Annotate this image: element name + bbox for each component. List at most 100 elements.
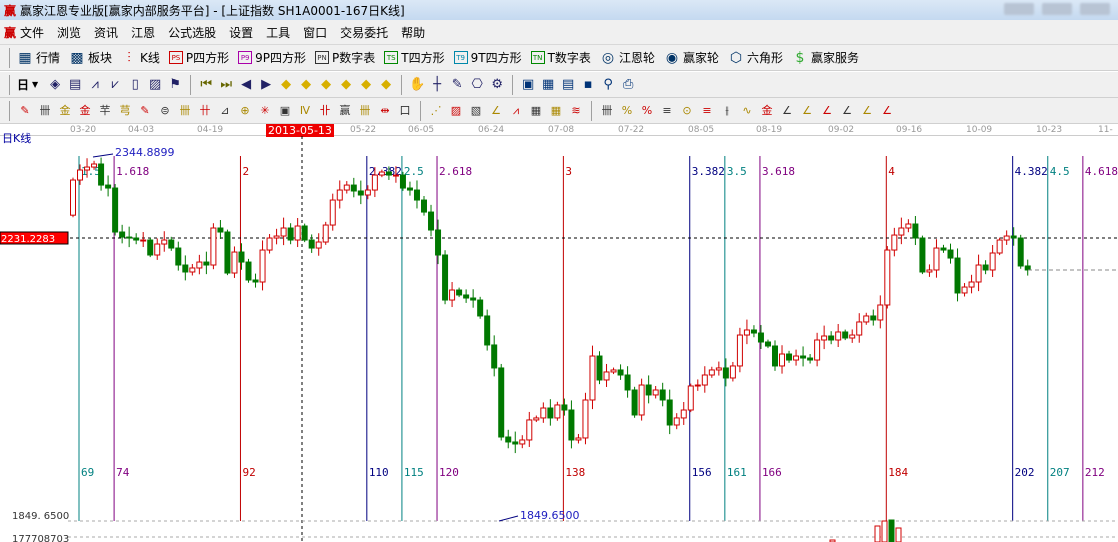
toolbar-button-5[interactable]: PN P数字表 [315, 49, 375, 66]
percent-levels-icon[interactable]: ≡ [662, 103, 672, 117]
network-icon[interactable]: ⚲ [603, 76, 613, 92]
target-icon[interactable]: ⊕ [240, 103, 250, 117]
last-bar-icon[interactable]: ⏭ [220, 76, 233, 92]
j-angle-icon[interactable]: ∠ [782, 103, 792, 117]
maximize-button[interactable] [1042, 3, 1072, 15]
arc-icon[interactable]: Ⅳ [299, 103, 311, 117]
zoom-expand-icon[interactable]: ◆ [361, 76, 372, 92]
menu-2[interactable]: 资讯 [94, 25, 119, 40]
crosshair-icon[interactable]: ┼ [433, 76, 442, 92]
count-icon[interactable]: 卌 [359, 103, 371, 117]
calendar-icon[interactable]: ▣ [522, 76, 535, 92]
win-angle-icon[interactable]: ∠ [862, 103, 872, 117]
zoom-left-icon[interactable]: ◆ [281, 76, 292, 92]
zoom-right-icon[interactable]: ◆ [301, 76, 312, 92]
line-icon[interactable]: 卝 [319, 103, 331, 117]
first-bar-icon[interactable]: ⏮ [200, 76, 213, 92]
angle-icon[interactable]: ⊿ [220, 103, 230, 117]
toolbar-button-11[interactable]: ⬡ 六角形 [728, 49, 783, 66]
hand-icon[interactable]: ✋ [409, 76, 426, 92]
square-icon[interactable]: ▨ [450, 103, 462, 117]
fan-icon[interactable]: ⋰ [430, 103, 442, 117]
star-icon[interactable]: ✳ [260, 103, 270, 117]
draw-icon[interactable]: ✎ [451, 76, 463, 92]
rect-icon[interactable]: 口 [399, 103, 411, 117]
kline-chart[interactable]: 1.5691.618742922.3821102.51152.618120313… [0, 136, 1118, 542]
shen-angle-icon[interactable]: ∠ [842, 103, 852, 117]
n2-icon[interactable]: 卄 [199, 103, 211, 117]
spiral-icon[interactable]: 芎 [119, 103, 131, 117]
menu-1[interactable]: 浏览 [57, 25, 82, 40]
report-icon[interactable]: ▤ [562, 76, 575, 92]
menu-3[interactable]: 江恩 [131, 25, 156, 40]
toolbar-button-8[interactable]: TN T数字表 [530, 49, 591, 66]
grid2-icon[interactable]: ▦ [550, 103, 562, 117]
cycle-icon[interactable]: ⚙ [491, 76, 503, 92]
percent-line-icon[interactable]: % [621, 103, 633, 117]
menu-5[interactable]: 设置 [229, 25, 254, 40]
period-select[interactable]: 日 ▼ [17, 76, 38, 93]
winner-icon[interactable]: 赢 [339, 103, 351, 117]
wave-icon[interactable]: ∿ [742, 103, 752, 117]
parallel-lines-icon[interactable]: 卌 [39, 103, 51, 117]
pen2-icon[interactable]: ✎ [140, 103, 150, 117]
save-icon[interactable]: ▪ [583, 76, 593, 92]
toolbar-button-7[interactable]: T9 9T四方形 [453, 49, 522, 66]
menu-7[interactable]: 窗口 [303, 25, 328, 40]
indicator-icon[interactable]: ▨ [149, 76, 162, 92]
four-angle-icon[interactable]: ∠ [882, 103, 892, 117]
gann-box-icon[interactable]: ▧ [470, 103, 482, 117]
back-icon[interactable]: ◀ [241, 76, 252, 92]
close-button[interactable] [1080, 3, 1110, 15]
grid-icon[interactable]: ▦ [530, 103, 542, 117]
toolbar-button-6[interactable]: TS T四方形 [384, 49, 445, 66]
toolbar-button-4[interactable]: P9 9P四方形 [238, 49, 306, 66]
toolbar-button-12[interactable]: $ 赢家服务 [792, 49, 859, 66]
angle2-icon[interactable]: ∠ [491, 103, 501, 117]
gift-icon[interactable]: ⎔ [471, 76, 483, 92]
arrow-icon[interactable]: ⫲ [725, 103, 729, 117]
box-icon[interactable]: ▣ [279, 103, 291, 117]
app-menu-logo[interactable]: 赢 [4, 25, 17, 40]
menu-4[interactable]: 公式选股 [168, 25, 217, 40]
toolbar-button-2[interactable]: ⫶ K线 [121, 49, 160, 66]
zoom-in-icon[interactable]: ◆ [321, 76, 332, 92]
zigzag-icon[interactable]: ⩘ [512, 103, 520, 117]
circle-icon[interactable]: ⊜ [160, 103, 170, 117]
gold-icon[interactable]: 金 [761, 103, 773, 117]
gold-levels-icon[interactable]: ≡ [702, 103, 712, 117]
table-icon[interactable]: 卌 [601, 103, 613, 117]
print-icon[interactable]: ⎙ [622, 76, 634, 92]
zoom-fit-icon[interactable]: ◆ [381, 76, 392, 92]
toolbar-button-0[interactable]: ▦ 行情 [17, 49, 60, 66]
channel-icon[interactable]: ≋ [571, 103, 581, 117]
formula-icon[interactable]: ◈ [50, 76, 61, 92]
chart-9-icon[interactable]: ⩗ [111, 76, 119, 92]
minimize-button[interactable] [1004, 3, 1034, 15]
flag-icon[interactable]: ⚑ [169, 76, 181, 92]
note-icon[interactable]: ▤ [69, 76, 82, 92]
pen-icon[interactable]: ✎ [20, 103, 30, 117]
grid-lines-icon[interactable]: 卌 [179, 103, 191, 117]
toolbar-button-9[interactable]: ◎ 江恩轮 [600, 49, 655, 66]
golden-ratio2-icon[interactable]: 金 [79, 103, 91, 117]
fib-icon[interactable]: 芉 [99, 103, 111, 117]
gold-circle-icon[interactable]: ⊙ [682, 103, 692, 117]
toolbar-button-3[interactable]: PS P四方形 [168, 49, 229, 66]
percent-icon[interactable]: % [641, 103, 653, 117]
candle-type-icon[interactable]: ▯ [131, 76, 139, 92]
width-icon[interactable]: ⇹ [380, 103, 390, 117]
menu-0[interactable]: 文件 [20, 25, 45, 40]
f-angle-icon[interactable]: ∠ [802, 103, 812, 117]
toolbar-button-10[interactable]: ◉ 赢家轮 [664, 49, 719, 66]
menu-6[interactable]: 工具 [266, 25, 291, 40]
menu-8[interactable]: 交易委托 [340, 25, 389, 40]
chart-3-icon[interactable]: ⩘ [91, 76, 99, 92]
gold-angle-icon[interactable]: ∠ [822, 103, 832, 117]
golden-ratio-icon[interactable]: 金 [59, 103, 71, 117]
zoom-out-icon[interactable]: ◆ [341, 76, 352, 92]
toolbar-button-1[interactable]: ▩ 板块 [69, 49, 112, 66]
forward-icon[interactable]: ▶ [261, 76, 272, 92]
menu-9[interactable]: 帮助 [401, 25, 426, 40]
calculator-icon[interactable]: ▦ [542, 76, 555, 92]
